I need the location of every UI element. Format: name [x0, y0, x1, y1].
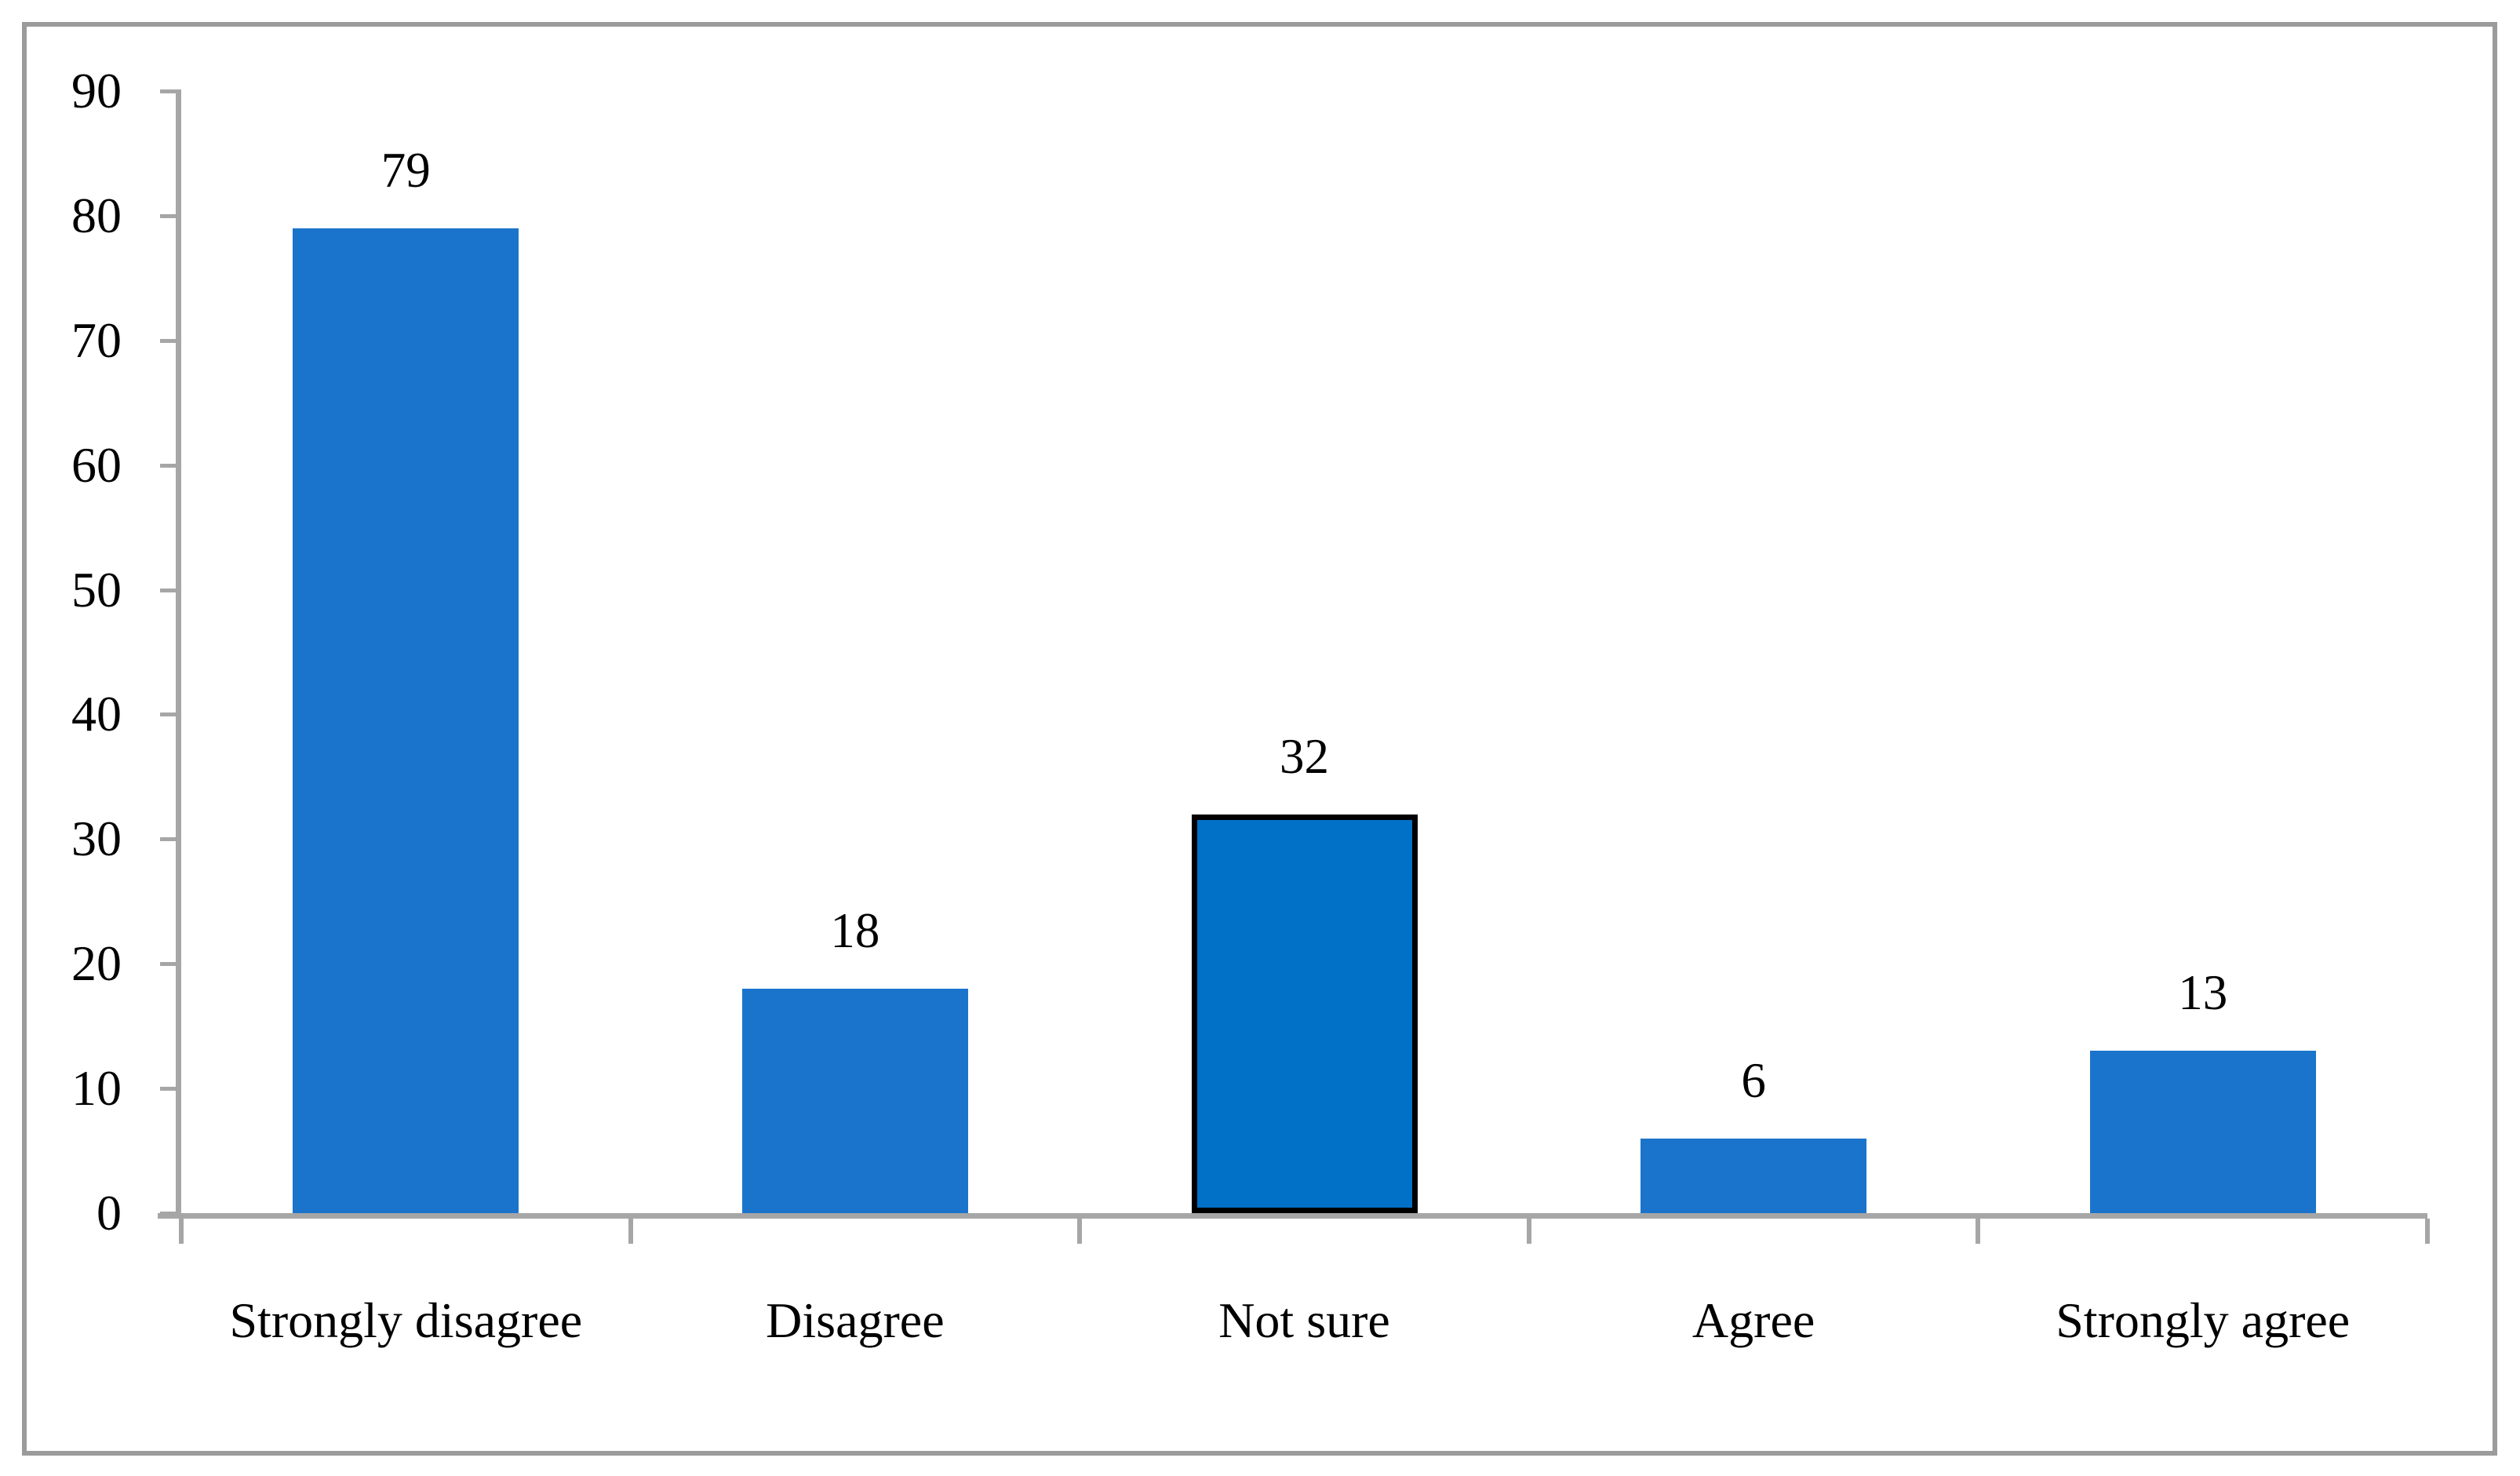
plot-area: 0 10 20 30 40 50 60 70 80 90 79 Strongly disagree 18… [71, 66, 2430, 1348]
bar-strongly-agree [2089, 1051, 2316, 1213]
y-axis-tick-30 [160, 837, 181, 842]
bar-value-label-strongly-disagree: 79 [381, 142, 431, 198]
bar-value-label-strongly-agree: 13 [2178, 965, 2228, 1021]
bar-strongly-disagree [293, 228, 519, 1213]
x-axis-tick-3 [1526, 1219, 1531, 1244]
category-label-not-sure: Not sure [1218, 1292, 1390, 1348]
y-axis-tick-70 [160, 338, 181, 343]
bar-value-label-disagree: 18 [830, 903, 880, 958]
y-axis-tick-label-0: 0 [97, 1185, 122, 1241]
y-axis-tick-label-70: 70 [71, 312, 122, 368]
y-axis-tick-label-20: 20 [71, 935, 122, 992]
y-axis-tick-40 [160, 712, 181, 717]
y-axis-tick-0 [160, 1212, 181, 1215]
y-axis-tick-label-60: 60 [71, 436, 122, 493]
x-axis-line [158, 1213, 2427, 1219]
bar-value-label-not-sure: 32 [1280, 728, 1329, 784]
category-label-disagree: Disagree [766, 1292, 945, 1348]
x-axis-tick-4 [1976, 1219, 1981, 1244]
y-axis-tick-50 [160, 588, 181, 592]
x-axis-tick-1 [628, 1219, 633, 1244]
category-label-strongly-agree: Strongly agree [2056, 1292, 2351, 1348]
category-label-strongly-disagree: Strongly disagree [229, 1292, 583, 1348]
y-axis-tick-80 [160, 213, 181, 218]
bar-not-sure [1191, 814, 1418, 1213]
x-axis-tick-2 [1077, 1219, 1083, 1244]
y-axis-tick-label-10: 10 [71, 1060, 122, 1117]
bar-agree [1641, 1138, 1867, 1213]
y-axis-tick-label-40: 40 [71, 686, 122, 742]
category-label-agree: Agree [1692, 1292, 1815, 1348]
y-axis-tick-90 [160, 89, 181, 93]
y-axis-tick-label-90: 90 [71, 63, 122, 118]
x-axis-tick-5 [2425, 1219, 2430, 1244]
bar-disagree [741, 989, 968, 1213]
bar-value-label-agree: 6 [1741, 1052, 1766, 1108]
y-axis-tick-10 [160, 1087, 181, 1092]
y-axis-tick-label-80: 80 [71, 187, 122, 243]
y-axis-tick-label-50: 50 [71, 561, 122, 618]
y-axis-tick-20 [160, 962, 181, 967]
y-axis-tick-60 [160, 463, 181, 468]
x-axis-tick-0 [179, 1219, 184, 1244]
y-axis-line [176, 91, 181, 1219]
y-axis-tick-label-30: 30 [71, 811, 122, 867]
